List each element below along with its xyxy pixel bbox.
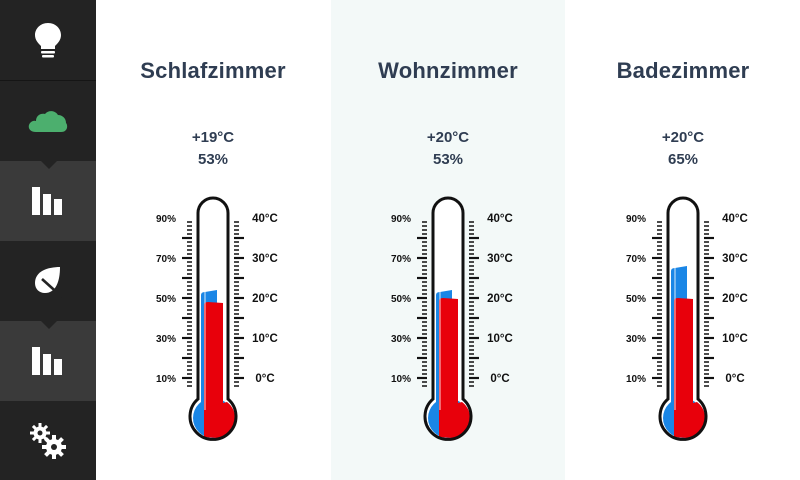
temperature-reading: +20°C xyxy=(426,129,470,146)
bar-chart-icon xyxy=(32,347,62,375)
thermometer: 90% 70% 50% 30% 10% 40°C 30°C 20°C 10°C 0°C xyxy=(626,196,748,441)
cloud-icon xyxy=(28,111,68,132)
humidity-tick-label: 10% xyxy=(156,374,176,385)
thermometer-outline xyxy=(188,196,238,441)
humidity-tick-label: 30% xyxy=(156,334,176,345)
gears-icon xyxy=(30,422,66,459)
temperature-tick-label: 30°C xyxy=(487,253,513,265)
humidity-tick-label: 50% xyxy=(156,294,176,305)
humidity-tick-label: 90% xyxy=(156,214,176,225)
temperature-tick-label: 10°C xyxy=(487,333,513,345)
temperature-tick-label: 30°C xyxy=(722,253,748,265)
sidebar xyxy=(0,0,96,480)
temperature-tick-label: 0°C xyxy=(255,373,274,385)
room-panel: Schlafzimmer +19°C 53% 90% 70% 50% 30% 10% 40°C 3… xyxy=(96,0,330,480)
temperature-tick-label: 40°C xyxy=(252,213,278,225)
temperature-tick-label: 20°C xyxy=(252,293,278,305)
humidity-tick-label: 90% xyxy=(391,214,411,225)
room-title: Schlafzimmer xyxy=(140,58,286,83)
nav-item-settings[interactable] xyxy=(0,401,96,480)
humidity-tick-label: 30% xyxy=(391,334,411,345)
humidity-tick-label: 50% xyxy=(391,294,411,305)
lightbulb-icon xyxy=(35,23,61,58)
thermometer: 90% 70% 50% 30% 10% 40°C 30°C 20°C 10°C 0°C xyxy=(391,196,513,441)
leaf-icon xyxy=(35,267,63,298)
temperature-tick-label: 0°C xyxy=(725,373,744,385)
temperature-tick-label: 40°C xyxy=(487,213,513,225)
nav-item-lights[interactable] xyxy=(0,0,96,80)
thermometer-outline xyxy=(658,196,708,441)
humidity-reading: 65% xyxy=(667,151,699,168)
room-panel: Wohnzimmer +20°C 53% 90% 70% 50% 30% 10% 40°C 30°… xyxy=(331,0,565,480)
humidity-tick-label: 50% xyxy=(626,294,646,305)
nav-item-weather[interactable] xyxy=(0,81,96,161)
nav-item-eco[interactable] xyxy=(0,241,96,321)
humidity-tick-label: 70% xyxy=(626,254,646,265)
humidity-tick-label: 70% xyxy=(391,254,411,265)
room-title: Badezimmer xyxy=(616,58,750,83)
temperature-bulb xyxy=(204,402,236,438)
temperature-bulb xyxy=(674,402,706,438)
temperature-tick-label: 10°C xyxy=(252,333,278,345)
temperature-tick-label: 20°C xyxy=(722,293,748,305)
humidity-tick-label: 70% xyxy=(156,254,176,265)
nav-item-statistics-2[interactable] xyxy=(0,320,96,401)
nav-item-statistics[interactable] xyxy=(0,160,96,241)
temperature-fill xyxy=(674,298,693,418)
room-title: Wohnzimmer xyxy=(378,58,518,83)
humidity-reading: 53% xyxy=(197,151,229,168)
humidity-tick-label: 10% xyxy=(391,374,411,385)
humidity-tick-label: 90% xyxy=(626,214,646,225)
humidity-tick-label: 10% xyxy=(626,374,646,385)
temperature-bulb xyxy=(439,402,471,438)
temperature-fill xyxy=(439,298,458,418)
temperature-reading: +20°C xyxy=(661,129,705,146)
humidity-tick-label: 30% xyxy=(626,334,646,345)
bar-chart-icon xyxy=(32,187,62,215)
room-panel: Badezimmer +20°C 65% 90% 70% 50% 30% 10% 40°C 30°… xyxy=(566,0,800,480)
temperature-tick-label: 30°C xyxy=(252,253,278,265)
thermometer: 90% 70% 50% 30% 10% 40°C 30°C 20°C 10°C 0°C xyxy=(156,196,278,441)
thermometer-outline xyxy=(423,196,473,441)
temperature-tick-label: 20°C xyxy=(487,293,513,305)
humidity-reading: 53% xyxy=(432,151,464,168)
temperature-tick-label: 0°C xyxy=(490,373,509,385)
temperature-reading: +19°C xyxy=(191,129,235,146)
temperature-tick-label: 40°C xyxy=(722,213,748,225)
temperature-fill xyxy=(204,302,223,418)
temperature-tick-label: 10°C xyxy=(722,333,748,345)
